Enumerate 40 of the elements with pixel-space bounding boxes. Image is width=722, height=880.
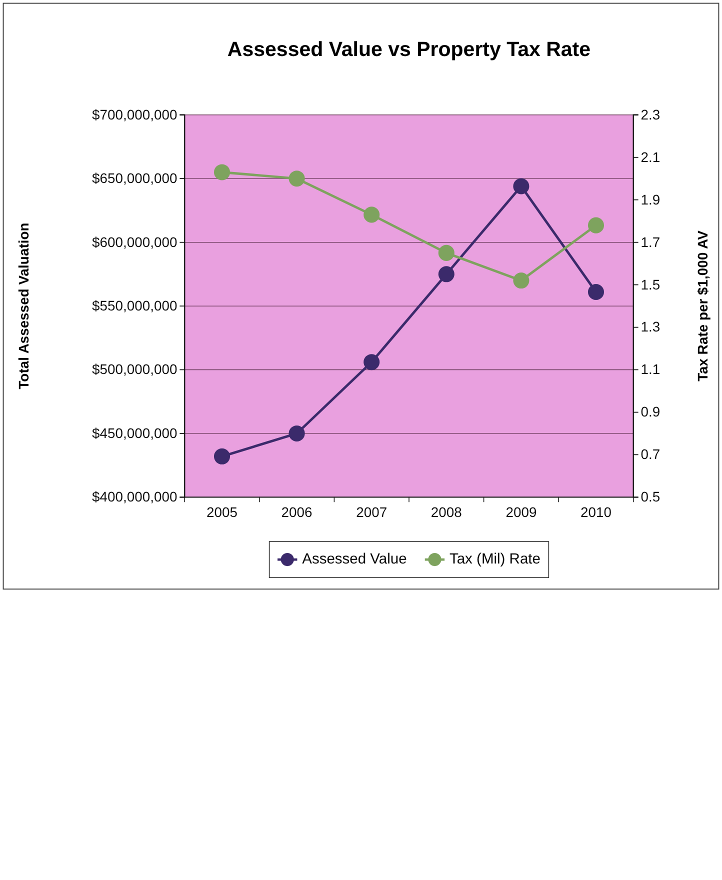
legend-label: Assessed Value — [302, 551, 407, 568]
y2-tick-label: 1.7 — [640, 234, 660, 250]
point — [438, 266, 454, 282]
y2-tick-label: 0.7 — [640, 446, 660, 462]
x-tick-label: 2009 — [506, 504, 537, 520]
y2-tick-label: 0.9 — [640, 404, 660, 420]
point — [588, 217, 604, 234]
x-tick-label: 2008 — [430, 504, 462, 520]
y2-tick-label: 2.1 — [640, 148, 660, 165]
chart-title: Assessed Value vs Property Tax Rate — [227, 38, 591, 61]
point — [513, 272, 530, 289]
y-axis-title: Total Assessed Valuation — [15, 222, 32, 390]
point — [288, 425, 305, 442]
y-tick-label: $650,000,000 — [92, 170, 178, 186]
point — [214, 164, 230, 180]
x-tick-label: 2005 — [206, 504, 238, 520]
x-tick-label: 2006 — [281, 504, 313, 520]
point — [438, 244, 454, 261]
y-tick-label: $450,000,000 — [92, 424, 178, 441]
y2-tick-label: 0.5 — [640, 488, 660, 505]
point — [214, 448, 230, 464]
y2-tick-label: 1.5 — [640, 276, 660, 292]
y2-tick-label: 1.1 — [640, 361, 660, 378]
point — [513, 178, 530, 194]
legend-label: Tax (Mil) Rate — [449, 551, 540, 568]
y2-tick-label: 1.3 — [640, 318, 660, 335]
point — [364, 354, 380, 370]
point — [588, 284, 604, 300]
y2-tick-label: 2.3 — [640, 106, 660, 122]
point — [364, 206, 380, 223]
x-tick-label: 2007 — [356, 504, 388, 520]
y-tick-label: $550,000,000 — [92, 297, 178, 314]
y-tick-label: $600,000,000 — [92, 234, 178, 250]
point — [288, 170, 305, 187]
y2-axis-title: Tax Rate per $1,000 AV — [694, 230, 711, 382]
y2-tick-label: 1.9 — [640, 191, 660, 208]
y-tick-label: $700,000,000 — [92, 106, 178, 122]
y-tick-label: $500,000,000 — [92, 361, 178, 378]
x-tick-label: 2010 — [580, 504, 612, 520]
y-tick-label: $400,000,000 — [92, 488, 178, 505]
